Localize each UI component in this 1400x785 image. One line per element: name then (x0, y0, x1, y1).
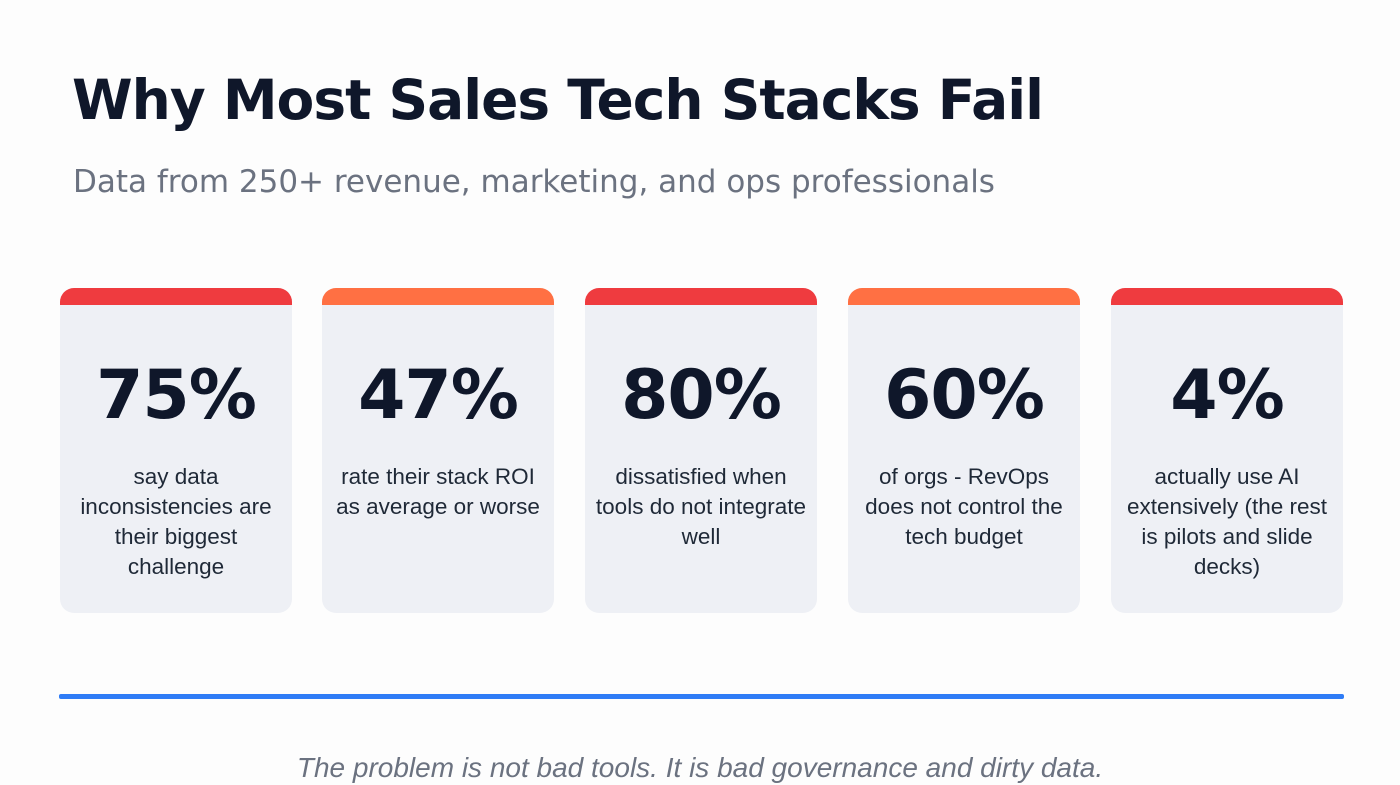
card-accent-bar (322, 288, 554, 305)
card-accent-bar (585, 288, 817, 305)
stat-description: say data inconsistencies are their bigge… (80, 464, 272, 579)
page-subtitle: Data from 250+ revenue, marketing, and o… (73, 164, 995, 200)
page-title: Why Most Sales Tech Stacks Fail (72, 68, 1044, 132)
stat-description: actually use AI extensively (the rest is… (1126, 464, 1328, 579)
stat-card-4: 60% of orgs - RevOps does not control th… (848, 288, 1080, 613)
stat-description: of orgs - RevOps does not control the te… (865, 464, 1063, 549)
stat-value: 80% (621, 356, 782, 435)
footer-note: The problem is not bad tools. It is bad … (296, 752, 1104, 783)
stat-description: rate their stack ROI as average or worse (336, 464, 540, 519)
card-accent-bar (60, 288, 292, 305)
stat-value: 60% (884, 356, 1045, 435)
stat-cards: 75% say data inconsistencies are their b… (60, 288, 1343, 613)
divider (59, 694, 1344, 699)
stat-description: dissatisfied when tools do not integrate… (595, 464, 807, 549)
stat-value: 4% (1170, 356, 1284, 435)
stat-value: 75% (96, 356, 257, 435)
card-accent-bar (1111, 288, 1343, 305)
card-accent-bar (848, 288, 1080, 305)
stat-card-5: 4% actually use AI extensively (the rest… (1111, 288, 1343, 613)
stat-value: 47% (358, 356, 519, 435)
stat-card-3: 80% dissatisfied when tools do not integ… (585, 288, 817, 613)
stat-card-2: 47% rate their stack ROI as average or w… (322, 288, 554, 613)
stat-card-1: 75% say data inconsistencies are their b… (60, 288, 292, 613)
